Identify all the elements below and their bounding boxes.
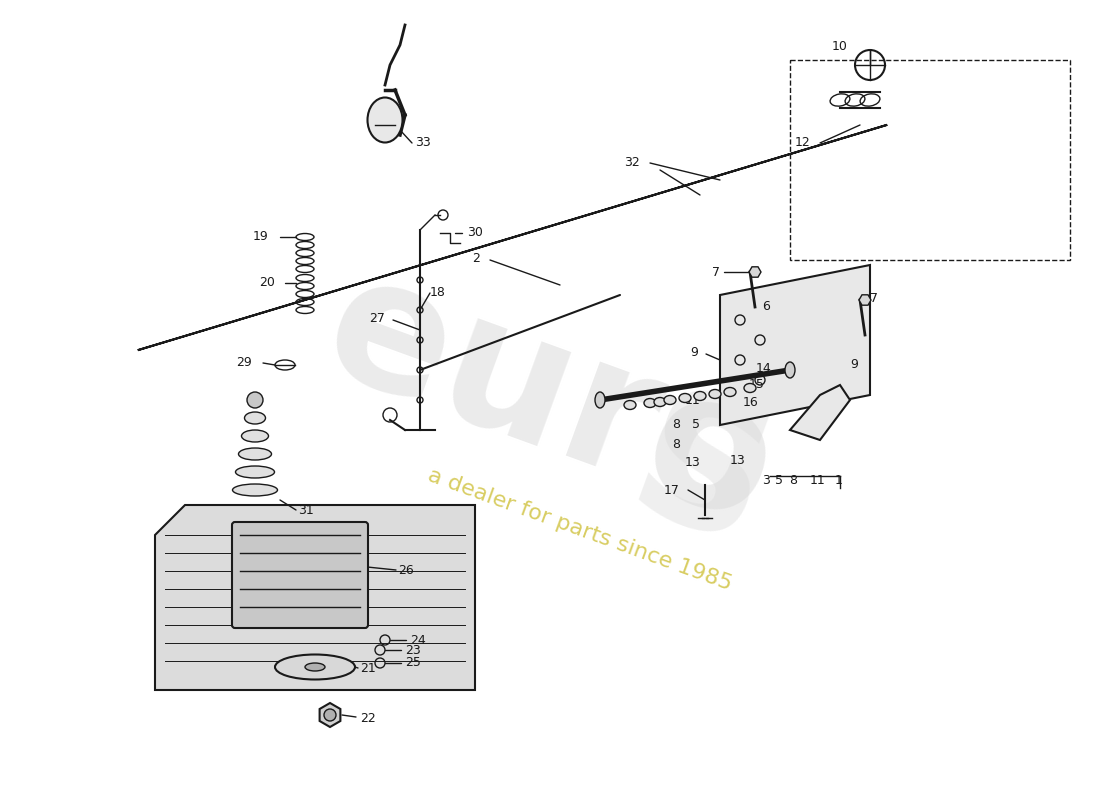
Text: 12: 12 [794,137,810,150]
Text: 13: 13 [684,455,700,469]
Text: 3: 3 [762,474,770,486]
Ellipse shape [710,390,720,398]
Ellipse shape [724,387,736,397]
Ellipse shape [694,391,706,401]
Ellipse shape [679,394,691,402]
Text: 33: 33 [415,137,431,150]
Text: 2: 2 [472,251,480,265]
Text: 18: 18 [430,286,446,299]
Text: 16: 16 [742,397,759,410]
Ellipse shape [664,395,676,405]
Text: 20: 20 [260,277,275,290]
Text: 30: 30 [468,226,483,239]
Polygon shape [790,385,850,440]
Text: 22: 22 [360,711,376,725]
FancyBboxPatch shape [232,522,368,628]
Text: 19: 19 [252,230,268,243]
Text: 17: 17 [664,483,680,497]
Polygon shape [138,125,888,350]
Text: 23: 23 [405,643,420,657]
Ellipse shape [744,383,756,393]
Circle shape [324,709,336,721]
Text: 32: 32 [625,157,640,170]
Ellipse shape [244,412,265,424]
Text: 8: 8 [672,438,680,451]
Text: 6: 6 [762,301,770,314]
Text: 7: 7 [712,266,720,278]
Text: 1: 1 [835,474,843,486]
Text: 5: 5 [776,474,783,486]
Text: 27: 27 [370,311,385,325]
Text: 21: 21 [360,662,376,674]
Text: 11: 11 [684,394,700,406]
Ellipse shape [654,398,666,406]
Ellipse shape [644,398,656,407]
Text: 24: 24 [410,634,426,646]
Text: 11: 11 [810,474,826,486]
Text: 10: 10 [832,41,848,54]
Circle shape [248,392,263,408]
Ellipse shape [624,401,636,410]
Ellipse shape [595,392,605,408]
Text: 26: 26 [398,563,414,577]
Text: 9: 9 [850,358,858,371]
Polygon shape [720,265,870,425]
Polygon shape [320,703,340,727]
Polygon shape [155,505,475,690]
Ellipse shape [785,362,795,378]
Text: 7: 7 [870,291,878,305]
Text: 29: 29 [236,357,252,370]
Text: a dealer for parts since 1985: a dealer for parts since 1985 [425,466,735,594]
Polygon shape [859,295,871,305]
Ellipse shape [275,654,355,679]
Text: 9: 9 [690,346,698,358]
Text: 25: 25 [405,657,421,670]
Text: S: S [608,375,791,585]
Ellipse shape [367,98,403,142]
Text: 8: 8 [672,418,680,431]
Ellipse shape [305,663,324,671]
Ellipse shape [232,484,277,496]
Ellipse shape [235,466,275,478]
Ellipse shape [239,448,272,460]
Text: 15: 15 [749,378,764,390]
Text: 5: 5 [692,418,700,431]
Text: 8: 8 [789,474,797,486]
Text: 14: 14 [756,362,772,374]
Ellipse shape [242,430,268,442]
Text: 13: 13 [730,454,746,466]
Polygon shape [749,267,761,277]
Text: euro: euro [302,238,798,562]
Text: 31: 31 [298,503,314,517]
